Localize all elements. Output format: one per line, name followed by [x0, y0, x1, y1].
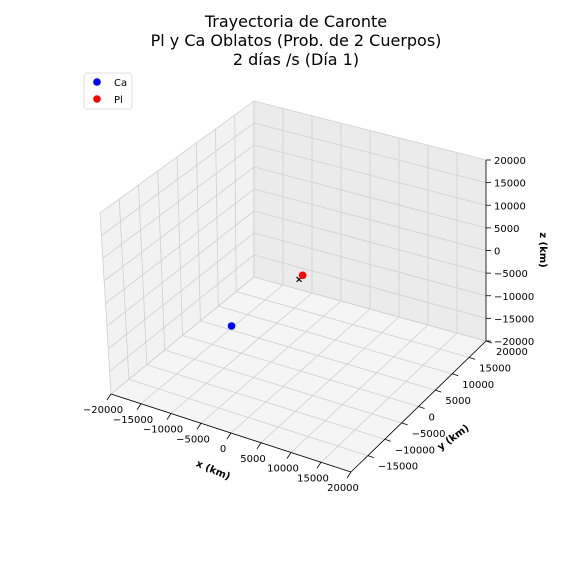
- z-tick-label: 10000: [494, 201, 526, 212]
- legend-label-ca: Ca: [114, 78, 127, 89]
- x-tick-mark: [106, 393, 112, 401]
- x-axis-ticks: −20000−15000−10000−5000 0 5000100001500020…: [83, 393, 359, 494]
- x-tick-label: −5000: [176, 434, 210, 445]
- x-tick-mark: [286, 452, 292, 459]
- y-tick-mark: [367, 455, 375, 459]
- y-tick-label: −10000: [395, 445, 435, 456]
- legend-label-pl: Pl: [114, 95, 123, 106]
- y-tick-mark: [468, 356, 476, 360]
- y-tick-label: 5000: [445, 396, 470, 407]
- z-tick-label: 20000: [494, 156, 526, 167]
- y-tick-label: 15000: [479, 363, 511, 374]
- y-tick-label: −5000: [412, 429, 446, 440]
- z-tick-label: −20000: [494, 337, 534, 348]
- y-tick-label: 0: [429, 413, 435, 424]
- grid-line-y: [138, 184, 385, 440]
- point-pl: [298, 271, 307, 280]
- z-tick-label: −5000: [494, 269, 528, 280]
- legend-swatch-pl: [93, 95, 101, 103]
- data-marks: ×: [227, 271, 307, 330]
- z-axis-label: z (km): [537, 232, 548, 268]
- x-tick-label: −20000: [83, 405, 123, 416]
- x-tick-mark: [136, 403, 142, 410]
- floor-pane: [111, 277, 486, 472]
- title-line-3: 2 días /s (Día 1): [233, 50, 359, 69]
- grid-line-y: [215, 128, 453, 375]
- z-tick-label: 15000: [494, 179, 526, 190]
- x-tick-label: 10000: [267, 464, 299, 475]
- z-tick-label: −10000: [494, 292, 534, 303]
- y-tick-label: 10000: [462, 380, 494, 391]
- x-tick-label: −15000: [113, 415, 153, 426]
- grid-line-z: [99, 100, 487, 214]
- x-tick-mark: [316, 462, 322, 469]
- grid-line-y: [195, 142, 436, 391]
- y-tick-label: 20000: [496, 347, 528, 358]
- legend: Ca Pl: [83, 72, 133, 110]
- x-tick-mark: [346, 471, 352, 479]
- center-marker: ×: [295, 274, 303, 285]
- legend-swatch-ca: [93, 78, 101, 86]
- grid-line-y: [234, 114, 470, 358]
- z-tick-label: −15000: [494, 314, 534, 325]
- title-line-1: Trayectoria de Caronte: [204, 12, 387, 31]
- x-tick-mark: [226, 432, 232, 440]
- y-tick-mark: [418, 406, 425, 409]
- x-tick-label: 5000: [240, 454, 265, 465]
- x-tick-mark: [196, 423, 202, 430]
- grid-line-y: [157, 170, 402, 424]
- x-tick-label: −10000: [143, 425, 183, 436]
- chart-title: Trayectoria de Caronte Pl y Ca Oblatos (…: [151, 12, 442, 69]
- title-line-2: Pl y Ca Oblatos (Prob. de 2 Cuerpos): [151, 31, 442, 50]
- grid-line-y: [253, 101, 487, 342]
- y-tick-mark: [401, 422, 408, 426]
- z-axis-ticks: −20000 −15000 −10000 −5000 0 5000 10000 15000 20…: [486, 156, 534, 348]
- y-tick-label: −15000: [378, 462, 418, 473]
- z-tick-label: 0: [494, 247, 500, 258]
- x-tick-mark: [166, 413, 172, 420]
- grid-line-y: [176, 156, 419, 407]
- point-ca: [227, 322, 236, 330]
- y-tick-mark: [384, 438, 391, 442]
- grid-line-y: [118, 198, 368, 457]
- x-tick-label: 0: [220, 444, 226, 455]
- x-tick-mark: [256, 442, 262, 449]
- y-tick-mark: [452, 373, 459, 377]
- grid-lines: [99, 100, 487, 473]
- y-axis-ticks: −15000 −10000 −5000 0 5000 10000 15000 20000: [367, 340, 528, 473]
- z-tick-label: 5000: [494, 224, 519, 235]
- x-tick-label: 20000: [327, 483, 359, 494]
- x-axis-label: x (km): [194, 459, 232, 483]
- x-tick-label: 15000: [297, 473, 329, 484]
- y-tick-mark: [435, 389, 442, 393]
